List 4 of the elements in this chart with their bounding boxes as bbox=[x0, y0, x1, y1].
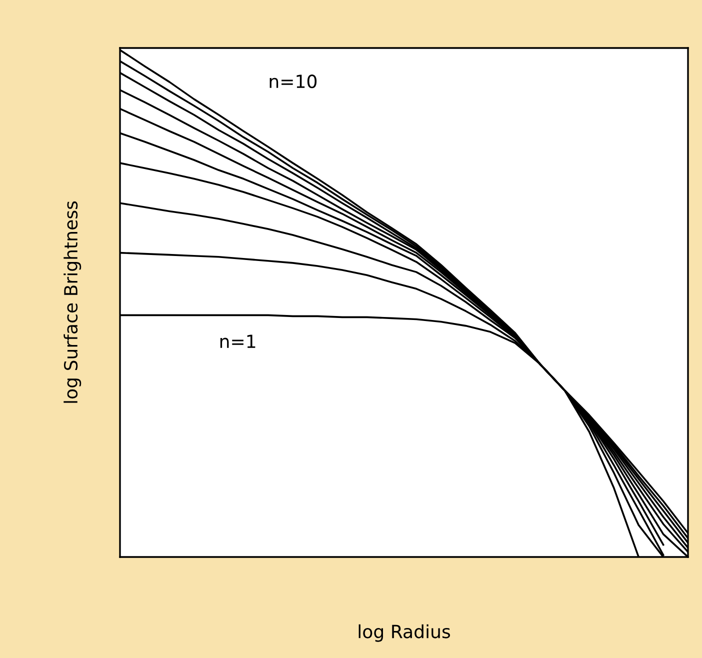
text: n=10 bbox=[270, 74, 317, 88]
y-axis-title: log Surface Brightness bbox=[64, 201, 82, 403]
series-label: n=1 bbox=[220, 334, 256, 348]
x-axis-title: log Radius bbox=[358, 624, 450, 642]
